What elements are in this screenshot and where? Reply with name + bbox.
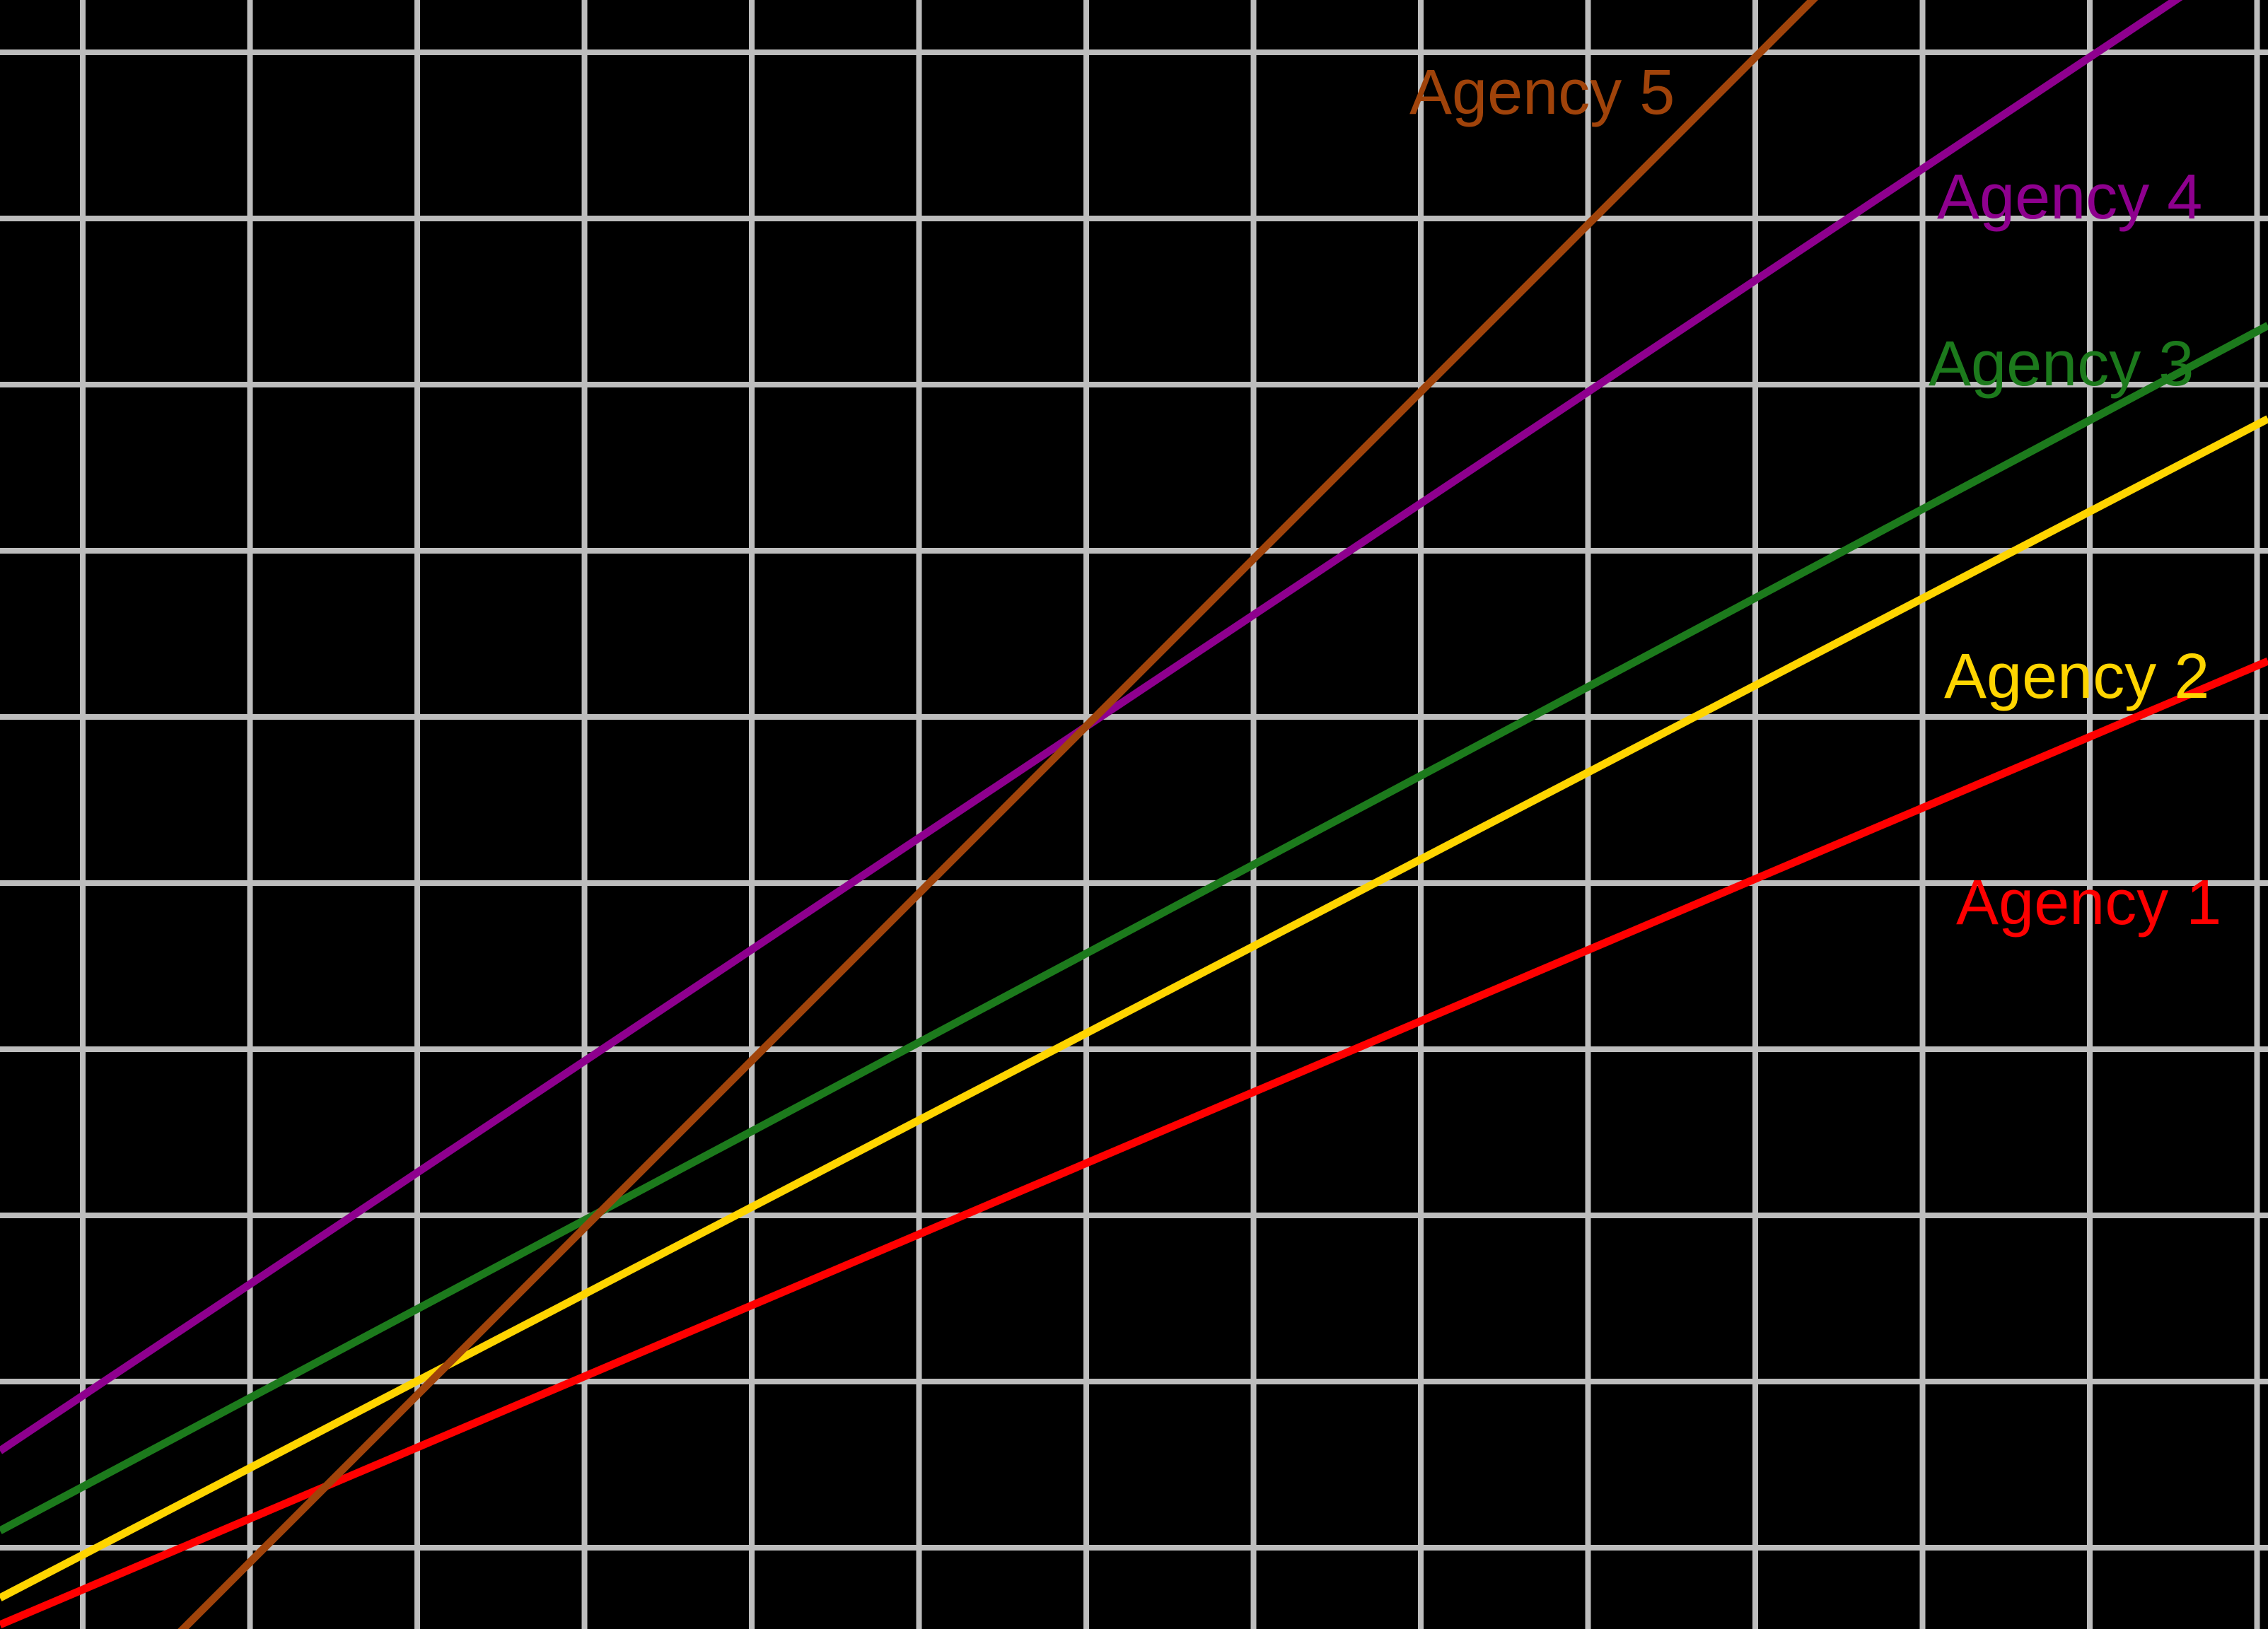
svg-text:Agency 4: Agency 4 <box>1937 162 2202 233</box>
svg-text:Agency 3: Agency 3 <box>1929 329 2194 399</box>
svg-text:Agency 5: Agency 5 <box>1409 57 1675 128</box>
svg-text:Agency 1: Agency 1 <box>1956 868 2221 938</box>
svg-text:Agency 2: Agency 2 <box>1944 641 2209 712</box>
